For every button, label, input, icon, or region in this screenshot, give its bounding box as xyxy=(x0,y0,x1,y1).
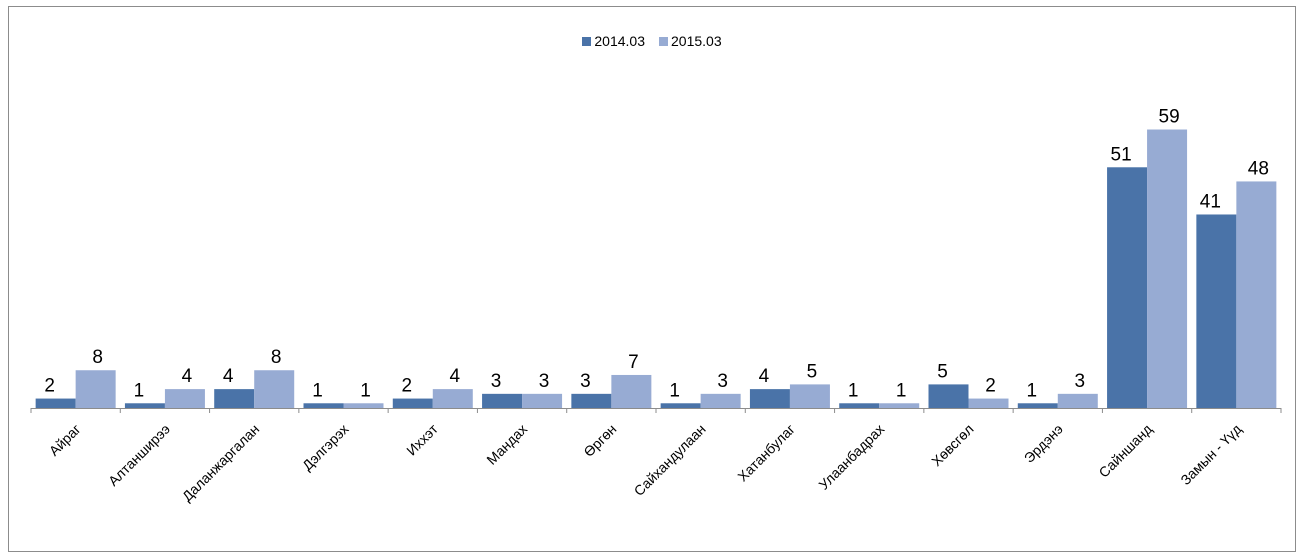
data-label: 48 xyxy=(1248,158,1269,179)
bar-2014.03-8 xyxy=(749,389,790,408)
x-tick-label: Сайншанд xyxy=(1095,421,1155,481)
x-tick-label: Иххэт xyxy=(403,420,441,458)
bar-2014.03-12 xyxy=(1107,167,1148,408)
data-label: 2 xyxy=(985,376,996,397)
x-tick-label: Хөвсгөл xyxy=(928,421,976,469)
bar-2014.03-3 xyxy=(303,403,344,408)
x-tick-label: Алтанширээ xyxy=(105,421,173,489)
legend-item-2015: 2015.03 xyxy=(659,33,722,49)
data-label: 3 xyxy=(1074,371,1085,392)
data-label: 4 xyxy=(182,366,193,387)
x-tick-label: Эрдэнэ xyxy=(1021,421,1066,466)
data-label: 1 xyxy=(669,380,680,401)
bar-2014.03-13 xyxy=(1196,214,1237,408)
data-label: 4 xyxy=(759,366,770,387)
bar-2014.03-4 xyxy=(392,398,433,408)
bar-2015.03-4 xyxy=(432,389,473,408)
bar-2015.03-5 xyxy=(522,393,563,408)
bar-2014.03-11 xyxy=(1017,403,1058,408)
data-label: 8 xyxy=(92,347,103,368)
legend: 2014.03 2015.03 xyxy=(9,33,1295,49)
bar-2015.03-13 xyxy=(1236,181,1277,408)
bar-2014.03-9 xyxy=(839,403,880,408)
data-label: 2 xyxy=(401,376,412,397)
x-tick-label: Айраг xyxy=(46,421,84,459)
data-label: 4 xyxy=(449,366,460,387)
data-label: 1 xyxy=(134,380,145,401)
legend-label-2015: 2015.03 xyxy=(671,33,722,49)
data-label: 59 xyxy=(1159,107,1180,128)
bar-2015.03-12 xyxy=(1147,129,1188,408)
data-label: 1 xyxy=(1026,380,1037,401)
bar-2015.03-9 xyxy=(879,403,920,408)
data-label: 1 xyxy=(896,380,907,401)
bar-2015.03-6 xyxy=(611,374,652,408)
data-label: 2 xyxy=(44,376,55,397)
data-label: 3 xyxy=(717,371,728,392)
data-label: 51 xyxy=(1111,144,1132,165)
legend-label-2014: 2014.03 xyxy=(594,33,645,49)
bar-2014.03-7 xyxy=(660,403,701,408)
data-label: 1 xyxy=(360,380,371,401)
bar-2015.03-10 xyxy=(968,398,1009,408)
data-label: 41 xyxy=(1200,191,1221,212)
data-label: 3 xyxy=(491,371,502,392)
bar-2014.03-2 xyxy=(214,389,255,408)
bar-2014.03-6 xyxy=(571,393,612,408)
data-label: 3 xyxy=(580,371,591,392)
legend-swatch-2015 xyxy=(659,36,668,46)
data-label: 1 xyxy=(312,380,323,401)
data-label: 3 xyxy=(539,371,550,392)
x-tick-label: Өргөн xyxy=(580,421,619,460)
bar-2015.03-8 xyxy=(789,384,830,408)
data-label: 7 xyxy=(628,352,639,373)
bar-2015.03-1 xyxy=(164,389,205,408)
x-tick-label: Мандах xyxy=(483,421,530,468)
bar-2015.03-11 xyxy=(1057,393,1098,408)
chart-area: 2014.03 2015.03 2 8 Айраг 1 4 Алтанширээ 4 8 Дал… xyxy=(8,6,1296,552)
x-tick-label: Улаанбадрах xyxy=(815,421,887,493)
data-label: 5 xyxy=(807,361,818,382)
data-label: 5 xyxy=(937,361,948,382)
x-tick-label: Хатанбулаг xyxy=(734,421,798,485)
bar-2015.03-3 xyxy=(343,403,384,408)
data-label: 8 xyxy=(271,347,282,368)
bar-2015.03-0 xyxy=(75,370,116,408)
bar-2014.03-10 xyxy=(928,384,969,408)
data-label: 1 xyxy=(848,380,859,401)
bar-2015.03-2 xyxy=(254,370,295,408)
legend-item-2014: 2014.03 xyxy=(582,33,645,49)
x-tick-label: Замын - Үүд xyxy=(1177,421,1244,488)
x-tick-label: Сайхандулаан xyxy=(631,421,709,499)
bar-2014.03-0 xyxy=(35,398,76,408)
data-label: 4 xyxy=(223,366,234,387)
bar-2015.03-7 xyxy=(700,393,741,408)
legend-swatch-2014 xyxy=(582,36,592,46)
bar-2014.03-1 xyxy=(124,403,165,408)
x-tick-label: Даланжаргалан xyxy=(179,421,263,505)
bar-2014.03-5 xyxy=(482,393,523,408)
x-tick-label: Дэлгэрэх xyxy=(299,421,352,474)
